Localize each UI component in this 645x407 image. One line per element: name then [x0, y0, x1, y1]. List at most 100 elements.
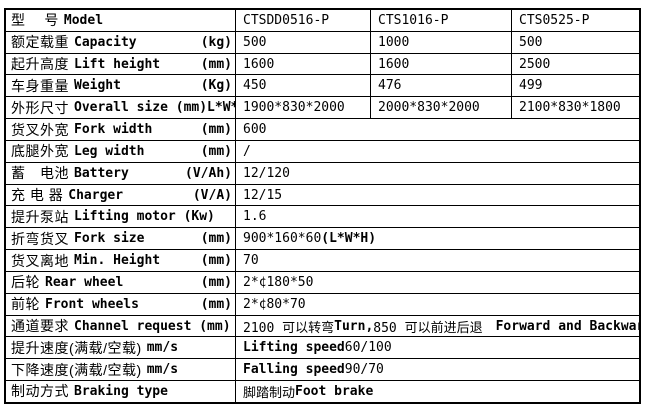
table-row: 后轮 Rear wheel (mm) 2*¢180*50: [6, 270, 639, 293]
row-label-en: Fork size: [74, 231, 145, 247]
value-segment: 60/100: [344, 340, 392, 356]
row-label-zh: 货叉离地: [11, 252, 69, 269]
row-label-zh: 充 电 器: [11, 187, 64, 204]
row-label-unit: (V/Ah): [185, 165, 232, 181]
table-row: 提升泵站 Lifting motor (Kw) 1.6: [6, 205, 639, 228]
row-label: 起升高度 Lift height (mm): [6, 54, 235, 75]
row-label-en: Battery: [74, 165, 129, 181]
row-label-zh: 制动方式: [11, 383, 69, 400]
value-cell-span: 2*¢180*50: [235, 271, 639, 293]
value-segment: 90/70: [344, 362, 384, 378]
value-cell: 500: [511, 31, 639, 53]
table-row: 货叉外宽 Fork width (mm) 600: [6, 118, 639, 140]
value-segment: 900*160*60: [243, 231, 322, 247]
value-cell: 2500: [511, 53, 639, 75]
value-cell-span: 2*¢80*70: [235, 293, 639, 315]
value-cell: CTS0525-P: [511, 10, 639, 31]
row-label-en: Lifting motor (Kw): [74, 209, 215, 225]
value-segment: 12/15: [243, 187, 283, 203]
row-label-zh: 车身重量: [11, 77, 69, 94]
table-row: 货叉离地 Min. Height (mm) 70: [6, 249, 639, 271]
row-label-unit: (mm): [200, 274, 232, 290]
row-label-en: Model: [63, 12, 104, 28]
row-label: 型 号 Model: [6, 10, 235, 31]
value-cell-span: 70: [235, 250, 639, 271]
value-cell: 500: [235, 31, 370, 53]
row-label: 额定载重 Capacity (kg): [6, 32, 235, 53]
value-cell: 1900*830*2000: [235, 97, 370, 119]
value-cell-span: 1.6: [235, 206, 639, 228]
row-label-unit: (V/A): [192, 187, 232, 203]
row-label-unit: (mm): [200, 56, 232, 72]
value-segment: (L*W*H): [321, 231, 377, 247]
value-cell-span: 900*160*60 (L*W*H): [235, 228, 639, 250]
row-label: 充 电 器 Charger (V/A): [6, 185, 235, 206]
row-label-zh: 下降速度(满载/空载): [11, 361, 142, 378]
row-label-unit: (mm): [200, 231, 232, 247]
row-label-en: Fork width: [74, 122, 153, 138]
row-label-unit: (mm): [200, 143, 232, 159]
table-row: 型 号 Model CTSDD0516-P CTS1016-P CTS0525-P: [6, 10, 639, 31]
table-row: 底腿外宽 Leg width (mm) /: [6, 139, 639, 162]
row-label: 前轮 Front wheels (mm): [6, 294, 235, 315]
table-row: 额定载重 Capacity (kg) 500 1000 500: [6, 30, 639, 53]
row-label: 提升速度(满载/空载) mm/s: [6, 337, 235, 358]
row-label: 通道要求 Channel request (mm): [6, 316, 235, 337]
value-cell-span: 600: [235, 119, 639, 140]
value-cell: 2000*830*2000: [370, 97, 511, 119]
row-label: 车身重量 Weight (Kg): [6, 75, 235, 96]
value-segment: 850 可以前进后退: [373, 320, 496, 336]
row-label-zh: 外形尺寸: [11, 99, 69, 116]
row-label-zh: 蓄 电池: [11, 165, 69, 182]
row-label-en: Min. Height: [74, 253, 161, 269]
row-label-en: Lift height: [74, 56, 161, 72]
row-label-unit: (mm): [200, 122, 232, 138]
row-label-unit: (kg): [200, 34, 232, 50]
row-label-zh: 提升泵站: [11, 208, 69, 225]
value-cell: 1600: [235, 53, 370, 75]
value-segment: 脚踏制动: [243, 385, 296, 401]
row-label-zh: 通道要求: [11, 318, 69, 334]
value-segment: /: [243, 143, 251, 159]
table-row: 提升速度(满载/空载) mm/s Lifting speed 60/100: [6, 336, 639, 359]
value-cell: 1600: [370, 53, 511, 75]
row-label-en: Weight: [74, 78, 121, 94]
table-row: 充 电 器 Charger (V/A) 12/15: [6, 183, 639, 206]
value-cell-span: 2100 可以转弯 Turn, 850 可以前进后退 Forward and B…: [235, 315, 639, 337]
value-cell-span: 脚踏制动 Foot brake: [235, 381, 639, 402]
table-row: 下降速度(满载/空载) mm/s Falling speed 90/70: [6, 358, 639, 381]
value-cell: 499: [511, 75, 639, 97]
row-label-en: Leg width: [74, 143, 145, 159]
value-segment: 12/120: [243, 165, 290, 181]
row-label: 后轮 Rear wheel (mm): [6, 272, 235, 293]
value-cell-span: Lifting speed 60/100: [235, 337, 639, 359]
value-cell: 1000: [370, 31, 511, 53]
row-label-en: Channel request (mm): [74, 318, 231, 334]
row-label: 蓄 电池 Battery (V/Ah): [6, 163, 235, 184]
row-label-en: Charger: [68, 187, 124, 203]
row-label: 货叉外宽 Fork width (mm): [6, 119, 235, 140]
row-label: 制动方式 Braking type: [6, 381, 235, 402]
row-label-zh: 提升速度(满载/空载): [11, 339, 142, 356]
value-segment: 2*¢80*70: [243, 296, 306, 312]
row-label-zh: 货叉外宽: [11, 121, 69, 138]
value-segment: Falling speed: [243, 362, 345, 378]
table-row: 前轮 Front wheels (mm) 2*¢80*70: [6, 292, 639, 315]
value-segment: Turn,: [334, 318, 374, 334]
row-label-en: Rear wheel: [45, 274, 124, 290]
row-label-zh: 后轮: [11, 274, 40, 291]
row-label: 提升泵站 Lifting motor (Kw): [6, 206, 235, 227]
value-cell: 476: [370, 75, 511, 97]
table-row: 起升高度 Lift height (mm) 1600 1600 2500: [6, 52, 639, 75]
value-segment: Foot brake: [295, 383, 374, 399]
value-segment: 600: [243, 122, 267, 138]
table-row: 车身重量 Weight (Kg) 450 476 499: [6, 74, 639, 97]
value-cell-span: Falling speed 90/70: [235, 359, 639, 381]
value-segment: Lifting speed: [243, 340, 345, 356]
value-cell: CTSDD0516-P: [235, 10, 370, 31]
row-label-unit: (mm): [200, 296, 232, 312]
row-label-en: mm/s: [146, 340, 179, 356]
table-row: 制动方式 Braking type 脚踏制动 Foot brake: [6, 380, 639, 402]
row-label-zh: 底腿外宽: [11, 143, 69, 160]
